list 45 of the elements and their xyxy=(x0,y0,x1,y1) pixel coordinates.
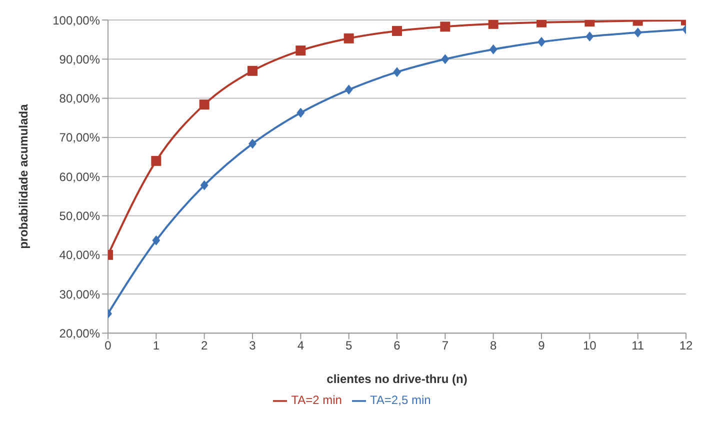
x-tick-label: 6 xyxy=(394,338,401,353)
y-tick-label: 70,00% xyxy=(59,130,100,145)
point xyxy=(296,46,306,56)
x-tick-label: 2 xyxy=(200,338,208,353)
x-tick-label: 3 xyxy=(249,338,256,353)
point xyxy=(199,100,210,110)
point xyxy=(538,36,546,47)
y-tick-label: 80,00% xyxy=(59,92,100,106)
y-tick-label: 90,00% xyxy=(59,52,100,66)
point xyxy=(441,54,450,64)
y-axis-title: probabilidade acumulada xyxy=(16,104,30,249)
x-tick-label: 1 xyxy=(152,338,160,353)
point xyxy=(152,235,160,246)
point xyxy=(344,33,354,44)
point xyxy=(393,67,401,78)
point xyxy=(344,84,353,95)
x-tick-label: 9 xyxy=(538,338,546,353)
x-tick-label: 12 xyxy=(679,338,693,353)
point xyxy=(440,22,450,32)
point xyxy=(200,180,208,190)
x-tick-label: 0 xyxy=(104,338,112,353)
y-tick-label: 50,00% xyxy=(59,208,100,223)
x-tick-label: 10 xyxy=(582,338,597,353)
point xyxy=(489,44,498,54)
x-axis-title: clientes no drive-thru (n) xyxy=(326,372,468,386)
legend-label: TA=2,5 min xyxy=(370,393,431,408)
point xyxy=(488,20,498,29)
x-tick-label: 5 xyxy=(345,338,352,353)
x-tick-label: 8 xyxy=(490,338,497,353)
point xyxy=(634,28,642,38)
point xyxy=(248,66,258,76)
y-tick-label: 20,00% xyxy=(59,326,100,340)
point xyxy=(392,26,402,36)
y-tick-label: 30,00% xyxy=(59,287,100,302)
point xyxy=(248,138,256,149)
y-tick-label: 40,00% xyxy=(59,248,100,262)
legend-label: TA=2 min xyxy=(291,393,342,408)
y-tick-label: 100,00% xyxy=(52,13,100,28)
x-tick-label: 4 xyxy=(297,338,304,353)
point xyxy=(296,108,305,118)
point xyxy=(151,156,162,166)
x-tick-label: 7 xyxy=(442,338,449,353)
point xyxy=(586,31,594,42)
x-tick-label: 11 xyxy=(632,338,644,353)
y-tick-label: 60,00% xyxy=(59,170,100,184)
